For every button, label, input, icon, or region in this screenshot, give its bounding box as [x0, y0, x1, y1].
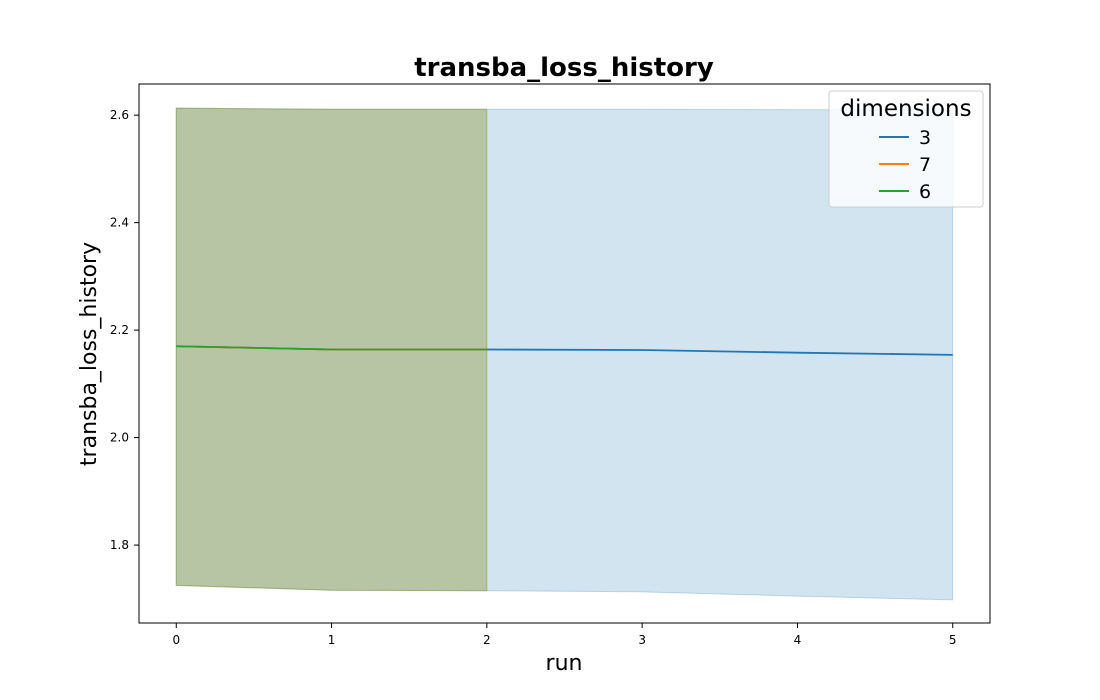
series-lines [176, 345, 953, 356]
legend-box [828, 90, 984, 208]
line-series-6 [176, 345, 487, 351]
y-tick-label: 2.6 [110, 108, 129, 122]
chart-title: transba_loss_history [414, 53, 714, 83]
y-axis-label: transba_loss_history [77, 242, 102, 466]
x-tick-label: 3 [638, 633, 646, 647]
y-axis-ticks: 1.8 2.0 2.2 2.4 2.6 [110, 108, 139, 552]
band-series-3 [175, 107, 954, 601]
y-tick-label: 2.0 [110, 431, 129, 445]
legend-label-6: 6 [919, 181, 931, 203]
y-tick-label: 2.4 [110, 216, 129, 230]
y-tick-label: 1.8 [110, 538, 129, 552]
legend-label-3: 3 [919, 127, 931, 149]
x-tick-label: 2 [483, 633, 491, 647]
legend-title: dimensions [840, 96, 971, 122]
x-tick-label: 4 [794, 633, 802, 647]
y-tick-label: 2.2 [110, 323, 129, 337]
plot-frame [138, 83, 991, 624]
x-tick-label: 5 [949, 633, 957, 647]
legend: dimensions 3 7 6 [828, 90, 984, 208]
x-axis-ticks: 0 1 2 3 4 5 [172, 623, 957, 647]
x-tick-label: 0 [172, 633, 180, 647]
x-tick-label: 1 [328, 633, 336, 647]
legend-entries: 3 7 6 [879, 127, 931, 203]
legend-label-7: 7 [919, 154, 931, 176]
x-axis-label: run [546, 651, 583, 676]
